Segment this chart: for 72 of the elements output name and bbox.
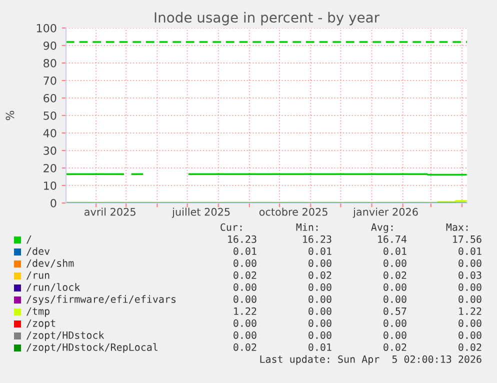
legend-label: /zopt xyxy=(26,319,56,329)
legend-label: /zopt/HDstock/RepLocal xyxy=(26,343,158,353)
text: 0.00 xyxy=(458,319,482,327)
y-tick-label: 60 xyxy=(44,94,56,102)
text: 0.01 xyxy=(384,247,406,255)
text: 0.02 xyxy=(384,343,406,351)
text: 0.00 xyxy=(308,259,332,267)
text: 0.00 xyxy=(308,283,332,291)
y-tick-label: 10 xyxy=(44,181,56,190)
text: 16.23 xyxy=(228,235,256,243)
y-tick-label: 100 xyxy=(36,24,56,32)
legend-label: / xyxy=(26,235,32,244)
legend-label: /run xyxy=(26,271,50,280)
text: 0.00 xyxy=(458,283,482,291)
text: 0.01 xyxy=(308,247,332,255)
text: 0.00 xyxy=(234,319,256,327)
y-tick-label: 80 xyxy=(44,58,56,68)
legend-label: /sys/firmware/efi/efivars xyxy=(26,295,176,305)
legend-label: /zopt/HDstock xyxy=(26,331,104,341)
y-tick-label: 90 xyxy=(44,41,56,50)
text: 16.74 xyxy=(378,235,407,243)
text: 0.00 xyxy=(308,295,332,303)
text: 16.23 xyxy=(303,235,332,243)
text: 0.03 xyxy=(458,271,482,279)
text: 0.02 xyxy=(384,271,406,279)
legend-label: /tmp xyxy=(26,307,50,317)
text: 0.00 xyxy=(308,331,332,339)
text: 0.00 xyxy=(458,331,482,339)
text: Cur: xyxy=(220,223,242,231)
text: 17.56 xyxy=(453,235,482,243)
text: 0.57 xyxy=(384,307,406,315)
chart-title: Inode usage in percent - by year xyxy=(154,12,380,26)
text: 0.01 xyxy=(234,247,256,255)
text: 0.00 xyxy=(384,319,406,327)
legend-label: /dev xyxy=(26,247,50,256)
text: 0.02 xyxy=(458,343,482,351)
text: 0.00 xyxy=(384,283,406,291)
legend-label: /dev/shm xyxy=(26,259,74,268)
text: 0.00 xyxy=(458,295,482,303)
text: 0.02 xyxy=(234,343,256,351)
text: 0.00 xyxy=(234,331,256,339)
text: 0.01 xyxy=(458,247,482,255)
text: 0.01 xyxy=(308,343,332,351)
text: 1.22 xyxy=(459,307,482,315)
y-tick-label: 40 xyxy=(43,128,56,138)
text: 0.00 xyxy=(384,295,406,303)
x-tick-label: avril 2025 xyxy=(84,208,136,216)
text: Avg: xyxy=(371,223,393,233)
text: 0.00 xyxy=(308,307,332,315)
text: 0.00 xyxy=(458,259,482,267)
y-axis-title: % xyxy=(6,110,14,120)
text: 0.02 xyxy=(234,271,256,279)
text: 1.22 xyxy=(234,307,256,315)
y-tick-label: 70 xyxy=(44,76,56,85)
text: Max: xyxy=(446,223,468,231)
text: 0.00 xyxy=(308,319,332,327)
x-tick-label: juillet 2025 xyxy=(172,208,230,218)
y-tick-label: 0 xyxy=(50,198,56,208)
text: 0.00 xyxy=(234,259,256,267)
text: 0.02 xyxy=(308,271,332,279)
text: 0.00 xyxy=(234,283,256,291)
legend-label: /run/lock xyxy=(26,283,80,292)
text: Last update: Sun Apr 5 02:00:13 2026 xyxy=(260,355,482,365)
text: Min: xyxy=(296,223,318,231)
text: 0.00 xyxy=(384,331,406,339)
x-tick-label: octobre 2025 xyxy=(259,208,328,216)
y-tick-label: 50 xyxy=(44,111,56,120)
text: 0.00 xyxy=(234,295,256,303)
y-tick-label: 30 xyxy=(44,146,56,155)
y-tick-label: 20 xyxy=(44,164,56,172)
x-tick-label: janvier 2026 xyxy=(352,208,418,218)
text: 0.00 xyxy=(384,259,406,267)
